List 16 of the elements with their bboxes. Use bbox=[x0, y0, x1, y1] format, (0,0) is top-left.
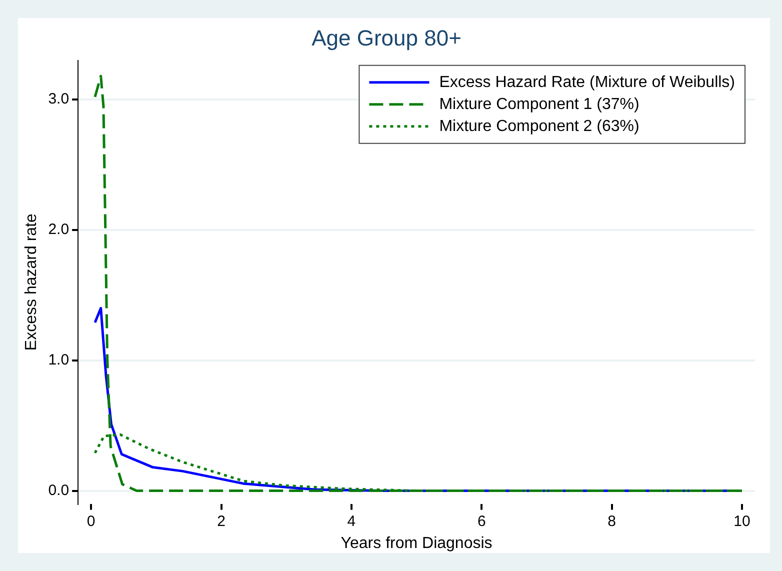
x-tick-label: 6 bbox=[477, 512, 486, 530]
x-axis-title: Years from Diagnosis bbox=[340, 534, 492, 552]
y-tick-label: 3.0 bbox=[48, 90, 70, 108]
x-tick-label: 2 bbox=[217, 512, 226, 530]
y-tick-label: 0.0 bbox=[48, 482, 70, 499]
y-axis-title: Excess hazard rate bbox=[23, 214, 40, 351]
x-tick-label: 4 bbox=[347, 512, 356, 530]
y-tick-label: 2.0 bbox=[48, 221, 70, 238]
chart-title: Age Group 80+ bbox=[312, 25, 462, 50]
x-tick-label: 8 bbox=[608, 512, 616, 530]
legend-label: Excess Hazard Rate (Mixture of Weibulls) bbox=[439, 74, 735, 91]
x-tick-label: 0 bbox=[86, 512, 96, 530]
x-tick-label: 10 bbox=[734, 512, 750, 530]
y-tick-label: 1.0 bbox=[48, 351, 70, 368]
legend-label: Mixture Component 2 (63%) bbox=[439, 118, 640, 135]
legend-label: Mixture Component 1 (37%) bbox=[439, 96, 640, 113]
